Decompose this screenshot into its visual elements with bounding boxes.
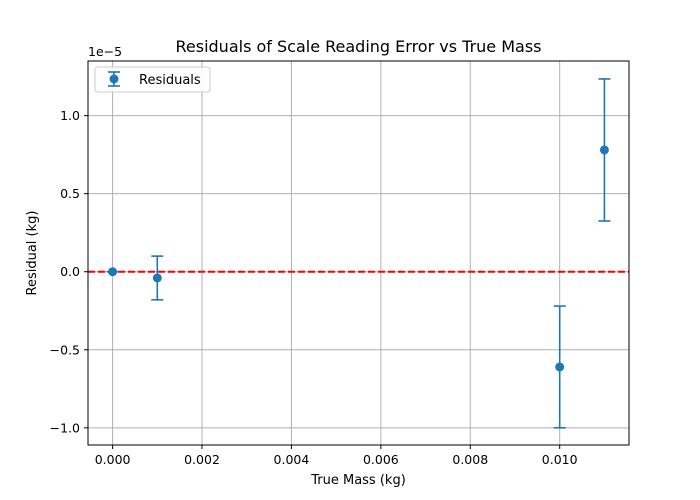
data-point xyxy=(555,362,565,372)
legend-box xyxy=(94,66,211,93)
y-axis-label: Residual (kg) xyxy=(25,211,40,296)
legend-label: Residuals xyxy=(139,73,201,88)
y-tick-label: 1.0 xyxy=(60,108,80,123)
chart-title: Residuals of Scale Reading Error vs True… xyxy=(176,37,542,56)
data-point xyxy=(108,267,118,277)
x-tick-label: 0.006 xyxy=(363,452,399,467)
data-point xyxy=(599,145,609,155)
legend-marker xyxy=(109,74,119,84)
data-point xyxy=(152,273,162,283)
x-axis-label: True Mass (kg) xyxy=(310,473,406,488)
y-tick-label: 0.0 xyxy=(60,264,80,279)
y-tick-label: 0.5 xyxy=(60,186,80,201)
x-tick-label: 0.008 xyxy=(452,452,488,467)
x-tick-label: 0.000 xyxy=(95,452,131,467)
y-tick-label: −0.5 xyxy=(50,342,80,357)
y-axis-offset-label: 1e−5 xyxy=(88,44,122,59)
x-tick-label: 0.004 xyxy=(274,452,310,467)
axes-frame xyxy=(87,60,630,446)
x-tick-label: 0.010 xyxy=(542,452,578,467)
plot-area: 0.000 0.002 0.004 0.006 0.008 0.010 −1.0 −0.5 0.… xyxy=(50,60,630,467)
y-tick-label: −1.0 xyxy=(50,420,80,435)
x-tick-label: 0.002 xyxy=(184,452,220,467)
